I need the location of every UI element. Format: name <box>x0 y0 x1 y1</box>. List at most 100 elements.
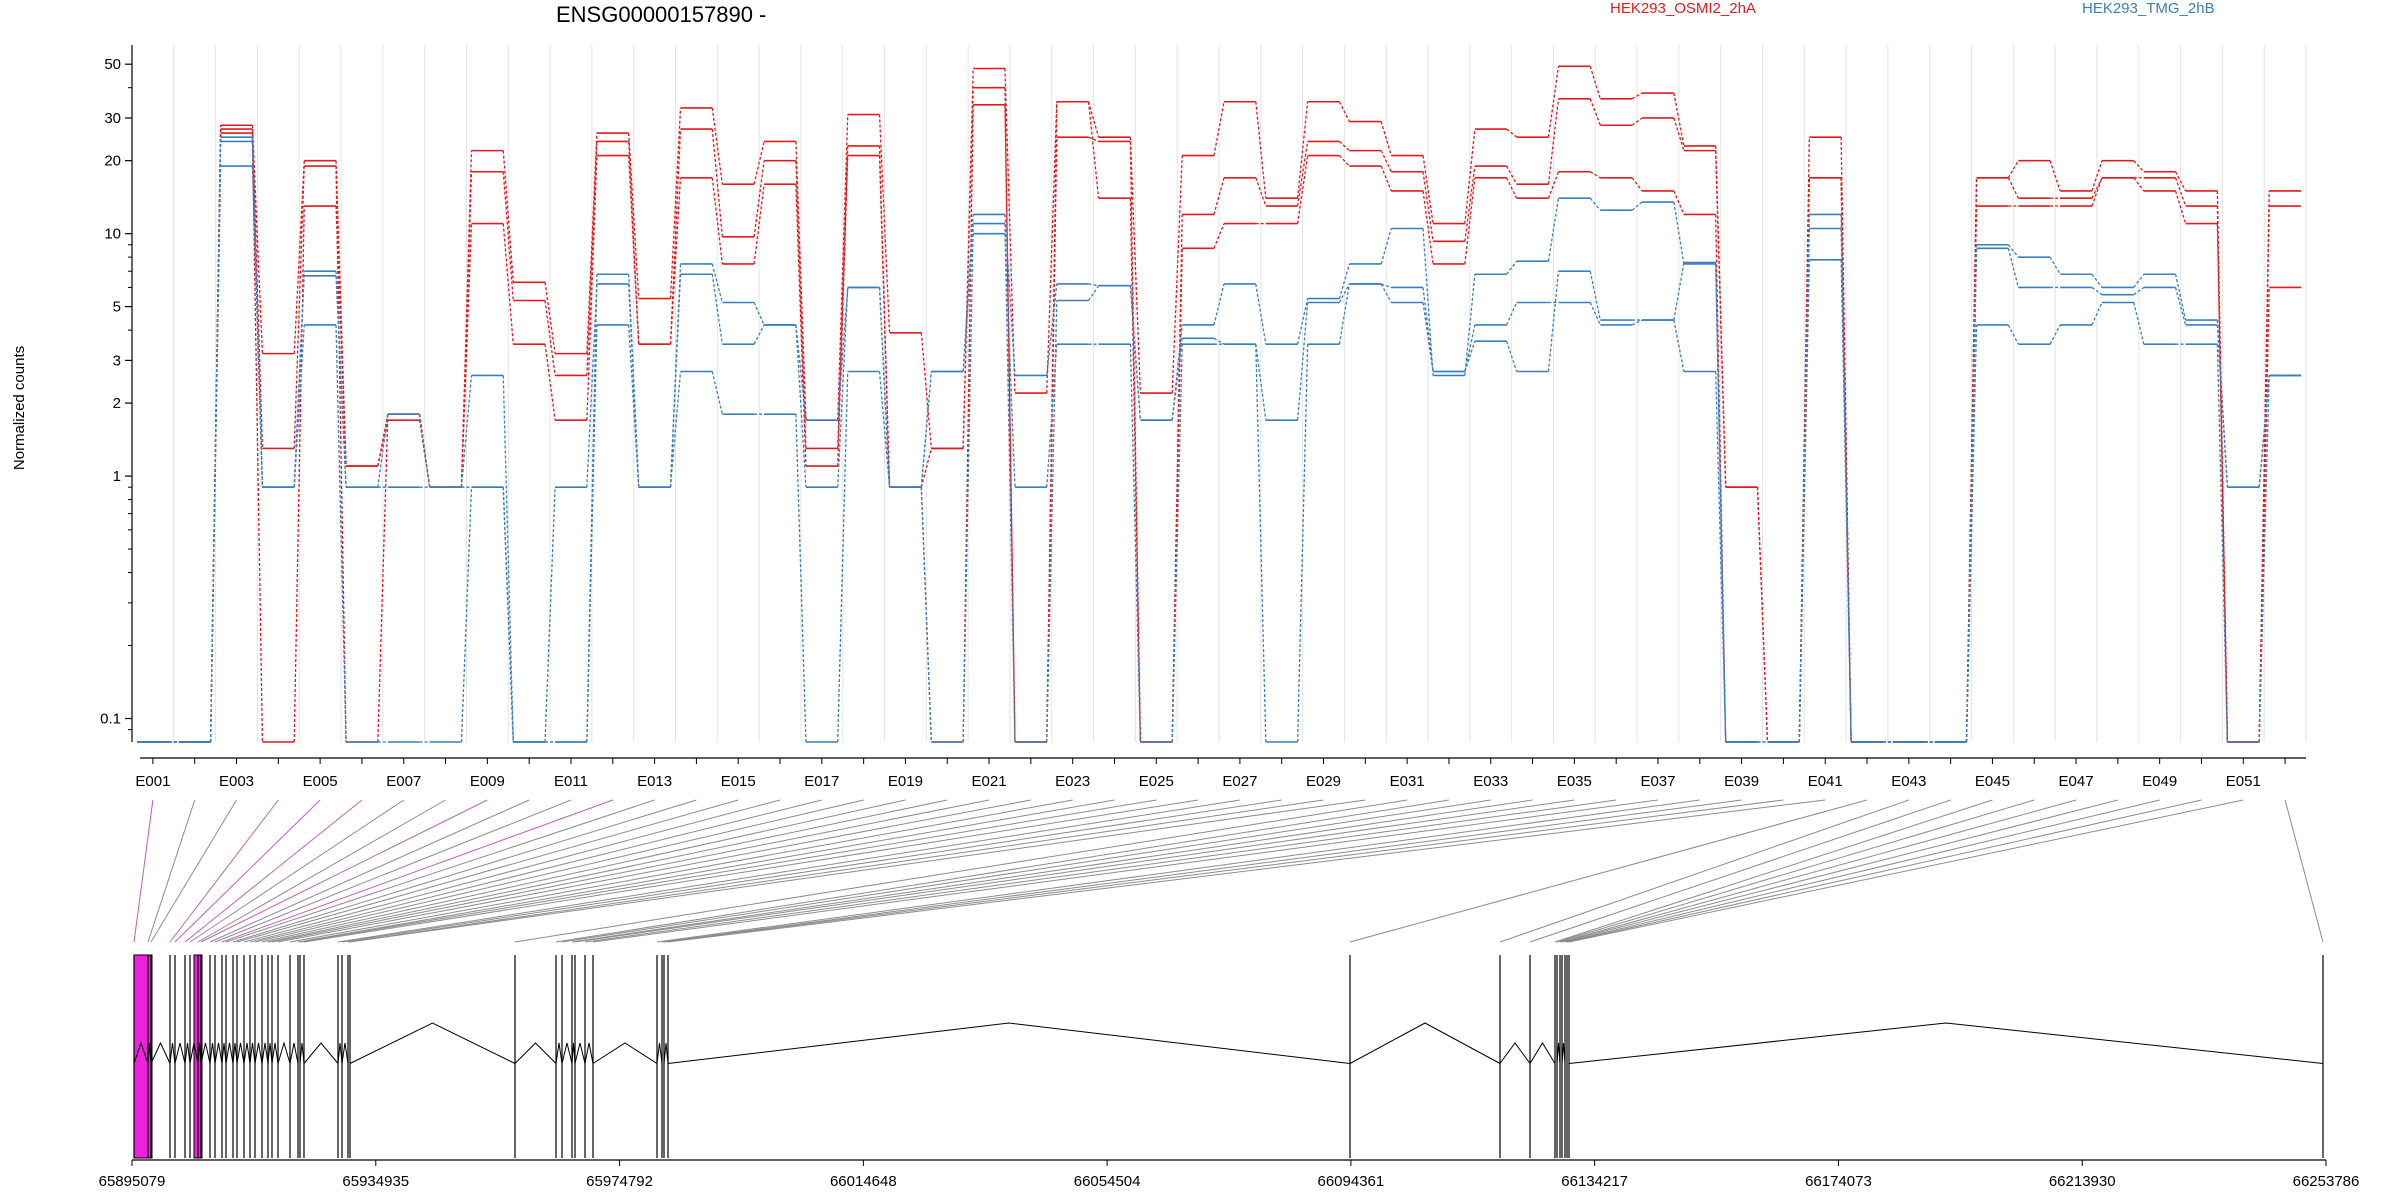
exon-connector <box>147 799 196 943</box>
series-transition <box>586 283 598 488</box>
exon-connector <box>561 799 1491 943</box>
series-transition <box>2007 177 2019 199</box>
x-tick-label: E039 <box>1724 773 1759 790</box>
exon-connector <box>1529 799 1951 943</box>
exon-connector <box>297 799 1115 943</box>
intron-line <box>299 1042 305 1064</box>
series-transition <box>1715 371 1727 743</box>
intron-line <box>277 1041 291 1064</box>
y-tick-label: 1 <box>113 468 121 485</box>
series-transition <box>335 160 347 467</box>
series-transition <box>795 141 807 421</box>
series-transition <box>962 223 974 743</box>
y-tick-label: 20 <box>104 153 121 170</box>
intron-line <box>514 1042 557 1064</box>
axes: 0.1 1 2 3 5 10 20 30 50 E001 E003 E005 E007 E009 E011 E… <box>100 45 2306 790</box>
exon-connector <box>661 799 1742 943</box>
series-transition <box>2133 273 2145 288</box>
x-tick-label: E033 <box>1473 773 1508 790</box>
exon-connector <box>289 799 1073 943</box>
x-tick-label: E005 <box>303 773 338 790</box>
series-transition <box>1464 177 1476 265</box>
series-transition <box>1129 285 1142 421</box>
x-tick-label: E021 <box>972 773 1007 790</box>
series-transition <box>335 324 347 743</box>
series-transition <box>1715 150 1727 488</box>
exon-connector <box>197 799 446 943</box>
series-transition <box>1547 198 1560 262</box>
series-transition <box>1422 171 1434 242</box>
x-tick-label: E001 <box>135 773 170 790</box>
x-tick-label: E041 <box>1808 773 1843 790</box>
exon-connector <box>1349 799 1868 943</box>
series-transition <box>502 150 514 283</box>
series-transition <box>1004 223 1016 743</box>
series-transition <box>2216 206 2229 743</box>
intron-line <box>337 1042 343 1064</box>
exon-connector <box>249 799 822 943</box>
intron-line <box>184 1042 191 1064</box>
exon-connector <box>221 799 613 943</box>
series-transition <box>1296 141 1309 207</box>
x-tick-label: E045 <box>1975 773 2010 790</box>
series-transition <box>2007 244 2019 258</box>
intron-line <box>574 1042 586 1064</box>
series-transition <box>2216 320 2229 488</box>
series-transition <box>711 263 723 303</box>
series-transition <box>1004 214 1016 376</box>
series-transition <box>1422 287 1434 372</box>
intron-line <box>261 1042 269 1064</box>
y-tick-label: 0.1 <box>100 711 121 728</box>
exon-connector <box>243 799 781 943</box>
series-transition <box>1589 197 1601 211</box>
series-transition <box>1798 259 1810 743</box>
exon-connector <box>584 799 1617 943</box>
series-lines <box>137 65 2301 743</box>
series-transition <box>1338 140 1350 152</box>
exon-connector <box>349 799 1366 943</box>
chart-title: ENSG00000157890 - <box>556 2 766 27</box>
series-transition <box>753 302 765 326</box>
series-transition <box>795 160 807 449</box>
intron-line <box>150 1041 171 1064</box>
series-transition <box>1129 137 1142 394</box>
series-transition <box>1464 165 1476 242</box>
series-transition <box>628 133 640 299</box>
legend-item-osmi2: HEK293_OSMI2_2hA <box>1610 0 1756 17</box>
series-transition <box>1338 155 1350 167</box>
exon-connector <box>1564 799 2160 943</box>
exon-connector <box>232 799 697 943</box>
series-transition <box>878 287 891 488</box>
intron-line <box>289 1042 299 1064</box>
series-transition <box>2091 160 2103 192</box>
series-transition <box>251 166 264 488</box>
series-transition <box>1547 271 1560 372</box>
series-transition <box>2133 177 2145 192</box>
series-transition <box>335 275 347 488</box>
series-transition <box>1380 165 1392 192</box>
intron-line <box>169 1042 176 1064</box>
series-transition <box>1464 129 1476 224</box>
series-transition <box>2049 256 2061 275</box>
exon-connector <box>267 799 948 943</box>
exon-connector <box>1568 799 2244 943</box>
series-transition <box>377 420 389 467</box>
series-transition <box>878 114 891 333</box>
series-transition <box>251 141 264 488</box>
series-transition <box>1631 92 1643 100</box>
series-transition <box>2091 286 2103 296</box>
exon-connector <box>592 799 1659 943</box>
x-tick-label: E051 <box>2226 773 2261 790</box>
series-transition <box>2133 286 2145 296</box>
genome-tick-label: 66213930 <box>2049 1173 2116 1190</box>
series-transition <box>753 141 765 185</box>
series-transition <box>878 371 891 488</box>
intron-line <box>221 1042 227 1064</box>
series-transition <box>1715 214 1727 743</box>
intron-line <box>561 1042 573 1064</box>
series-transition <box>1673 319 1685 372</box>
series-transition <box>711 129 723 237</box>
series-transition <box>2174 171 2187 192</box>
series-transition <box>1589 171 1601 179</box>
x-tick-label: E019 <box>888 773 923 790</box>
